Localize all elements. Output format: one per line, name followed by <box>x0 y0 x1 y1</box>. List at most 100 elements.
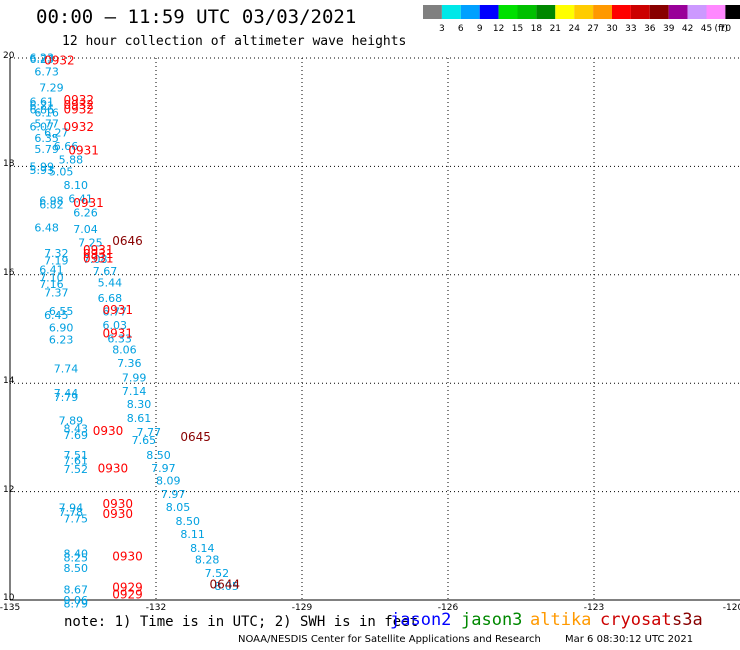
satellite-cryosat-label: cryosat <box>600 610 672 630</box>
wave-height-value: 7.75 <box>64 512 89 525</box>
color-swatch <box>423 5 442 19</box>
pass-time-label: 0931 <box>73 196 104 210</box>
wave-height-value: 7.67 <box>93 265 118 278</box>
wave-height-value: 6.03 <box>102 319 127 332</box>
footnote: note: 1) Time is in UTC; 2) SWH is in fe… <box>64 614 419 630</box>
color-scale-label: 27 <box>587 24 598 34</box>
color-scale-label: 42 <box>682 24 693 34</box>
wave-height-value: 7.74 <box>54 362 79 375</box>
color-swatch <box>706 5 726 19</box>
color-swatch <box>441 5 461 19</box>
wave-height-value: 8.79 <box>64 598 89 611</box>
wave-height-value: 7.79 <box>54 391 79 404</box>
color-scale-label: 15 <box>512 24 523 34</box>
wave-height-value: 6.45 <box>44 309 69 322</box>
wave-height-value: 8.50 <box>146 449 171 462</box>
pass-time-label: 0929 <box>112 587 143 601</box>
wave-height-value: 6.82 <box>39 199 64 212</box>
color-swatch <box>460 5 480 19</box>
wave-height-value: 8.67 <box>64 583 89 596</box>
wave-height-value: 5.77 <box>34 117 59 130</box>
pass-time-label: 0930 <box>98 462 129 476</box>
color-scale-label: 6 <box>458 24 464 34</box>
longitude-tick-label: -129 <box>291 603 313 613</box>
color-swatch <box>498 5 518 19</box>
pass-time-label: 0646 <box>112 234 143 248</box>
satellite-altika-label: altika <box>530 610 592 630</box>
wave-height-value: 6.23 <box>49 334 74 347</box>
color-scale-label: 36 <box>644 24 656 34</box>
wave-height-value: 8.25 <box>64 552 89 565</box>
wave-height-value: 8.40 <box>64 548 89 561</box>
wave-height-value: 6.48 <box>34 221 59 234</box>
wave-height-value: 8.06 <box>112 343 137 356</box>
page-title: 00:00 – 11:59 UTC 03/03/2021 <box>36 6 357 28</box>
wave-height-value: 6.61 <box>29 96 54 109</box>
color-swatch <box>517 5 537 19</box>
wave-height-value: 8.14 <box>190 542 215 555</box>
wave-height-value: 6.26 <box>73 206 98 219</box>
color-scale-label: 30 <box>606 24 618 34</box>
wave-height-value: 7.52 <box>205 567 230 580</box>
wave-height-value: 6.55 <box>49 305 74 318</box>
wave-height-value: 7.04 <box>73 223 98 236</box>
wave-height-value: 7.32 <box>44 247 69 260</box>
wave-height-value: 5.44 <box>98 277 123 290</box>
wave-height-value: 7.08 <box>83 253 108 266</box>
wave-height-value: 5.99 <box>29 161 54 174</box>
color-scale-label: 12 <box>493 24 504 34</box>
color-scale-label: 45 <box>701 24 712 34</box>
wave-height-value: 6.90 <box>49 322 74 335</box>
wave-height-value: 8.05 <box>214 580 239 593</box>
wave-height-value: 6.68 <box>98 292 123 305</box>
color-swatch <box>630 5 650 19</box>
wave-height-value: 5.88 <box>59 154 84 167</box>
wave-height-value: 6.66 <box>54 140 79 153</box>
pass-time-label: 0931 <box>83 247 114 261</box>
latitude-tick-label: 20 <box>3 51 15 61</box>
wave-height-value: 6.98 <box>39 194 64 207</box>
pass-time-label: 0929 <box>112 580 143 594</box>
pass-time-label: 0645 <box>180 430 211 444</box>
wave-height-value: 8.10 <box>64 179 89 192</box>
pass-time-label: 0932 <box>44 54 75 68</box>
pass-time-label: 0930 <box>102 507 133 521</box>
wave-height-value: 7.37 <box>44 286 69 299</box>
color-scale-label: 9 <box>477 24 483 34</box>
wave-height-value: 5.93 <box>29 164 54 177</box>
color-scale-label: 33 <box>625 24 636 34</box>
wave-height-value: 6.16 <box>34 107 59 120</box>
wave-height-value: 7.77 <box>137 426 162 439</box>
latitude-tick-label: 16 <box>3 267 15 278</box>
wave-height-value: 7.51 <box>64 449 89 462</box>
wave-height-value: 7.25 <box>78 237 103 250</box>
pass-time-label: 0931 <box>102 327 133 341</box>
wave-height-value: 6.33 <box>107 333 132 346</box>
pass-time-label: 0930 <box>102 497 133 511</box>
wave-height-value: 7.36 <box>117 357 142 370</box>
wave-height-value: 7.99 <box>122 372 147 385</box>
color-scale-legend: 3 6 9 12 15 18 21 24 27 30 33 36 39 42 45 70(ft) <box>423 5 740 34</box>
wave-height-value: 7.14 <box>122 385 147 398</box>
wave-height-value: 6.27 <box>44 127 69 140</box>
longitude-tick-label: -123 <box>583 603 605 613</box>
color-swatch <box>612 5 631 19</box>
color-swatch <box>593 5 612 19</box>
longitude-tick-label: -126 <box>437 603 459 613</box>
wave-height-value: 5.79 <box>34 143 59 156</box>
wave-height-value: 8.50 <box>175 515 200 528</box>
wave-height-value: 7.61 <box>64 455 89 468</box>
wave-height-value: 8.61 <box>127 412 152 425</box>
color-swatch <box>555 5 575 19</box>
pass-time-label: 0930 <box>112 549 143 563</box>
wave-height-value: 7.52 <box>64 463 89 476</box>
color-scale-label: 24 <box>568 24 580 34</box>
page-subtitle: 12 hour collection of altimeter wave hei… <box>62 34 407 49</box>
color-swatch <box>668 5 688 19</box>
pass-time-label: 0931 <box>83 243 114 257</box>
latitude-tick-label: 18 <box>3 159 15 170</box>
color-swatch <box>649 5 669 19</box>
color-scale-label: 21 <box>550 24 561 34</box>
wave-height-value: 6.23 <box>29 53 54 66</box>
